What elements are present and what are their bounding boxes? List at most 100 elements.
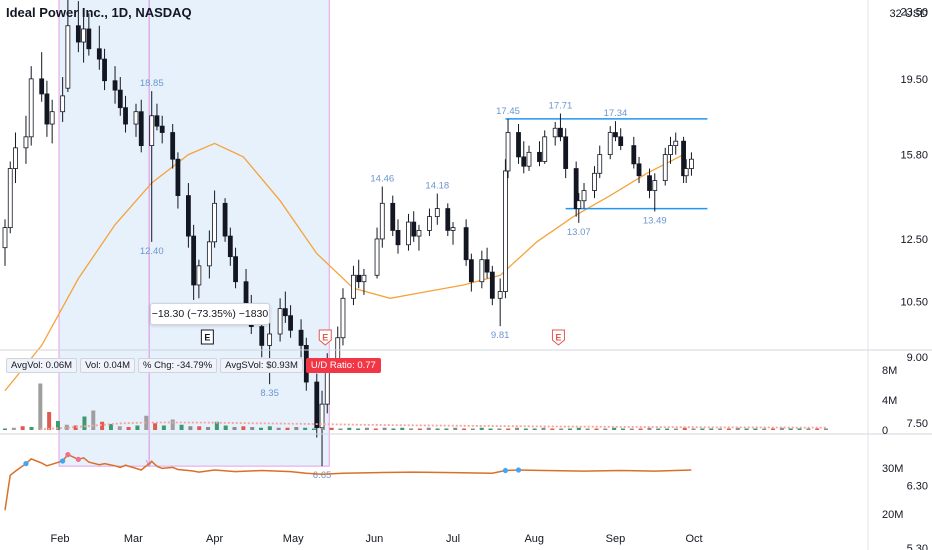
price-tick: 19.50 (900, 74, 928, 86)
price-tick: 9.00 (907, 352, 928, 364)
candle (191, 224, 197, 301)
candle-body (243, 281, 249, 306)
stat-chip: AvgVol: 0.06M (6, 358, 78, 373)
candle (689, 152, 694, 176)
candle-body (351, 274, 356, 299)
candle-body (28, 78, 34, 138)
volume-bar (470, 428, 475, 430)
earnings-marker: E (318, 329, 332, 346)
candle (123, 95, 128, 133)
time-tick: Mar (124, 533, 143, 545)
candle-body (39, 78, 45, 95)
price-tick: 15.80 (900, 150, 928, 162)
volume-bar (559, 428, 564, 430)
earnings-marker: E (200, 329, 214, 345)
candle-body (618, 136, 624, 147)
volume-bar (153, 423, 158, 430)
indicator-tick: 30M (882, 463, 903, 475)
candle (647, 168, 652, 199)
candle-body (521, 156, 527, 167)
price-label-low: 8.35 (260, 388, 279, 399)
candle (196, 259, 202, 299)
volume-bar (576, 427, 581, 430)
volume-bar (294, 427, 299, 430)
candle (351, 265, 356, 306)
candle-body (298, 329, 304, 346)
indicator-tick: 20M (882, 509, 903, 521)
candle (427, 208, 432, 237)
candle (154, 103, 160, 131)
candle-body (123, 107, 128, 125)
candle (581, 183, 587, 209)
volume-bar (762, 428, 767, 430)
stat-chip: Vol: 0.04M (80, 358, 135, 373)
candle-body (154, 115, 160, 127)
volume-bar (515, 427, 520, 430)
candle (233, 247, 238, 289)
candle-body (445, 208, 451, 231)
candle-body (647, 175, 652, 191)
volume-bar (73, 425, 78, 430)
candle-body (117, 89, 123, 109)
volume-bar (682, 427, 687, 430)
volume-bar (788, 428, 793, 430)
candle-body (406, 221, 411, 246)
candle (117, 77, 123, 116)
candle-body (138, 111, 144, 147)
candle-body (356, 274, 362, 283)
volume-bar (338, 428, 343, 430)
volume-bar (550, 428, 555, 430)
candle-body (489, 271, 495, 299)
chart-title: Ideal Power Inc., 1D, NASDAQ (6, 5, 192, 20)
volume-bar (400, 427, 405, 430)
candle-body (537, 151, 542, 162)
indicator-highlight-dot (515, 467, 522, 473)
candle-body (49, 111, 55, 125)
candle-body (222, 202, 228, 237)
price-tick: 5.30 (907, 543, 928, 550)
volume-bar (462, 428, 467, 430)
price-tick: 23.50 (900, 7, 928, 19)
candle-body (277, 308, 283, 335)
moving-average-line (4, 142, 684, 392)
candle-body (592, 172, 597, 191)
candle (613, 121, 618, 142)
candle (13, 132, 18, 184)
price-label-high: 17.71 (549, 101, 573, 112)
candle-body (374, 238, 380, 276)
earnings-marker-label: E (204, 333, 210, 343)
candle-body (390, 202, 396, 231)
candle-body (607, 132, 613, 156)
candle (379, 186, 385, 248)
candle (212, 190, 218, 248)
candle-body (573, 168, 579, 209)
volume-bar (11, 427, 16, 430)
volume-bar (532, 428, 537, 430)
volume-bar (179, 424, 184, 430)
candle (298, 319, 304, 358)
candle-body (60, 95, 66, 113)
candle (267, 322, 273, 385)
price-tick: 12.50 (900, 234, 928, 246)
volume-bar (391, 428, 396, 430)
volume-bar (409, 428, 414, 430)
volume-bar (126, 427, 131, 430)
volume-bar (91, 410, 96, 430)
candle-body (191, 235, 197, 286)
volume-bar (364, 427, 369, 430)
candle (102, 48, 107, 91)
candle (133, 103, 139, 137)
price-label-high: 14.46 (370, 174, 394, 185)
volume-tick: 4M (882, 395, 897, 407)
candle (526, 145, 532, 171)
candle-body (196, 265, 202, 286)
volume-bar (170, 419, 175, 430)
candle (607, 126, 613, 160)
earnings-marker-badge (551, 329, 565, 346)
candle-body (668, 145, 673, 156)
candle (573, 161, 579, 217)
candle-body (411, 221, 417, 237)
candle-body (683, 168, 689, 177)
